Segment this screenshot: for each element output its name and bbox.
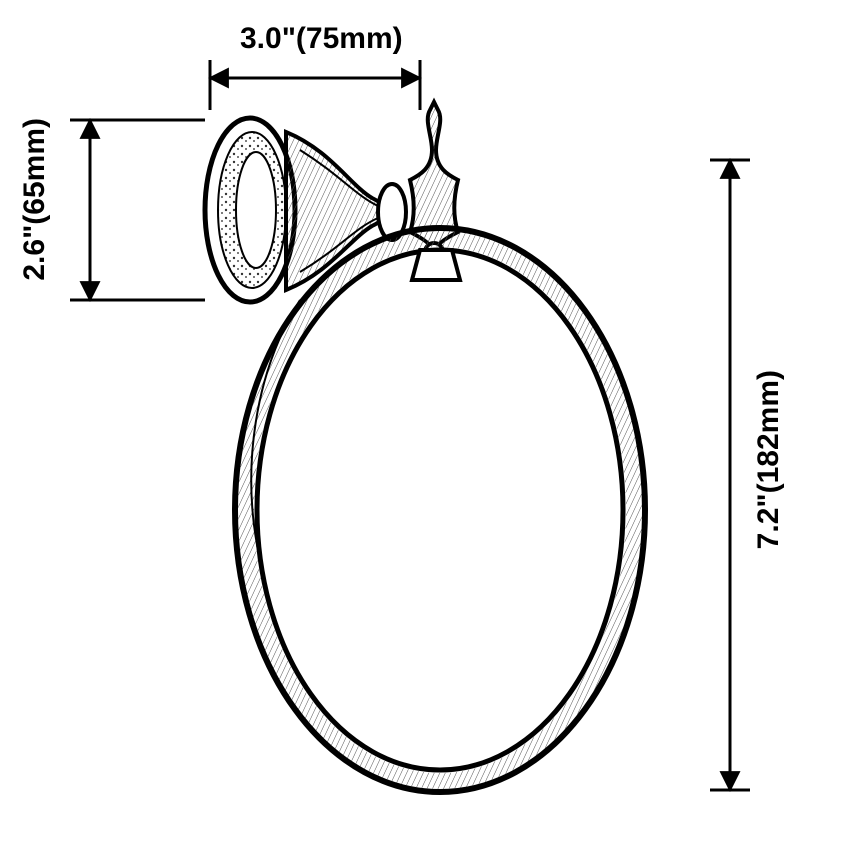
label-height: 7.2"(182mm) (752, 370, 786, 549)
diagram-svg (0, 0, 850, 850)
dim-height (710, 160, 750, 790)
towel-ring (235, 228, 645, 792)
product-drawing (205, 102, 645, 792)
label-width: 3.0"(75mm) (240, 22, 403, 56)
dim-width (210, 60, 420, 110)
dim-base (70, 120, 205, 300)
diagram-canvas: 3.0"(75mm) 2.6"(65mm) 7.2"(182mm) (0, 0, 850, 850)
label-base: 2.6"(65mm) (18, 118, 52, 281)
